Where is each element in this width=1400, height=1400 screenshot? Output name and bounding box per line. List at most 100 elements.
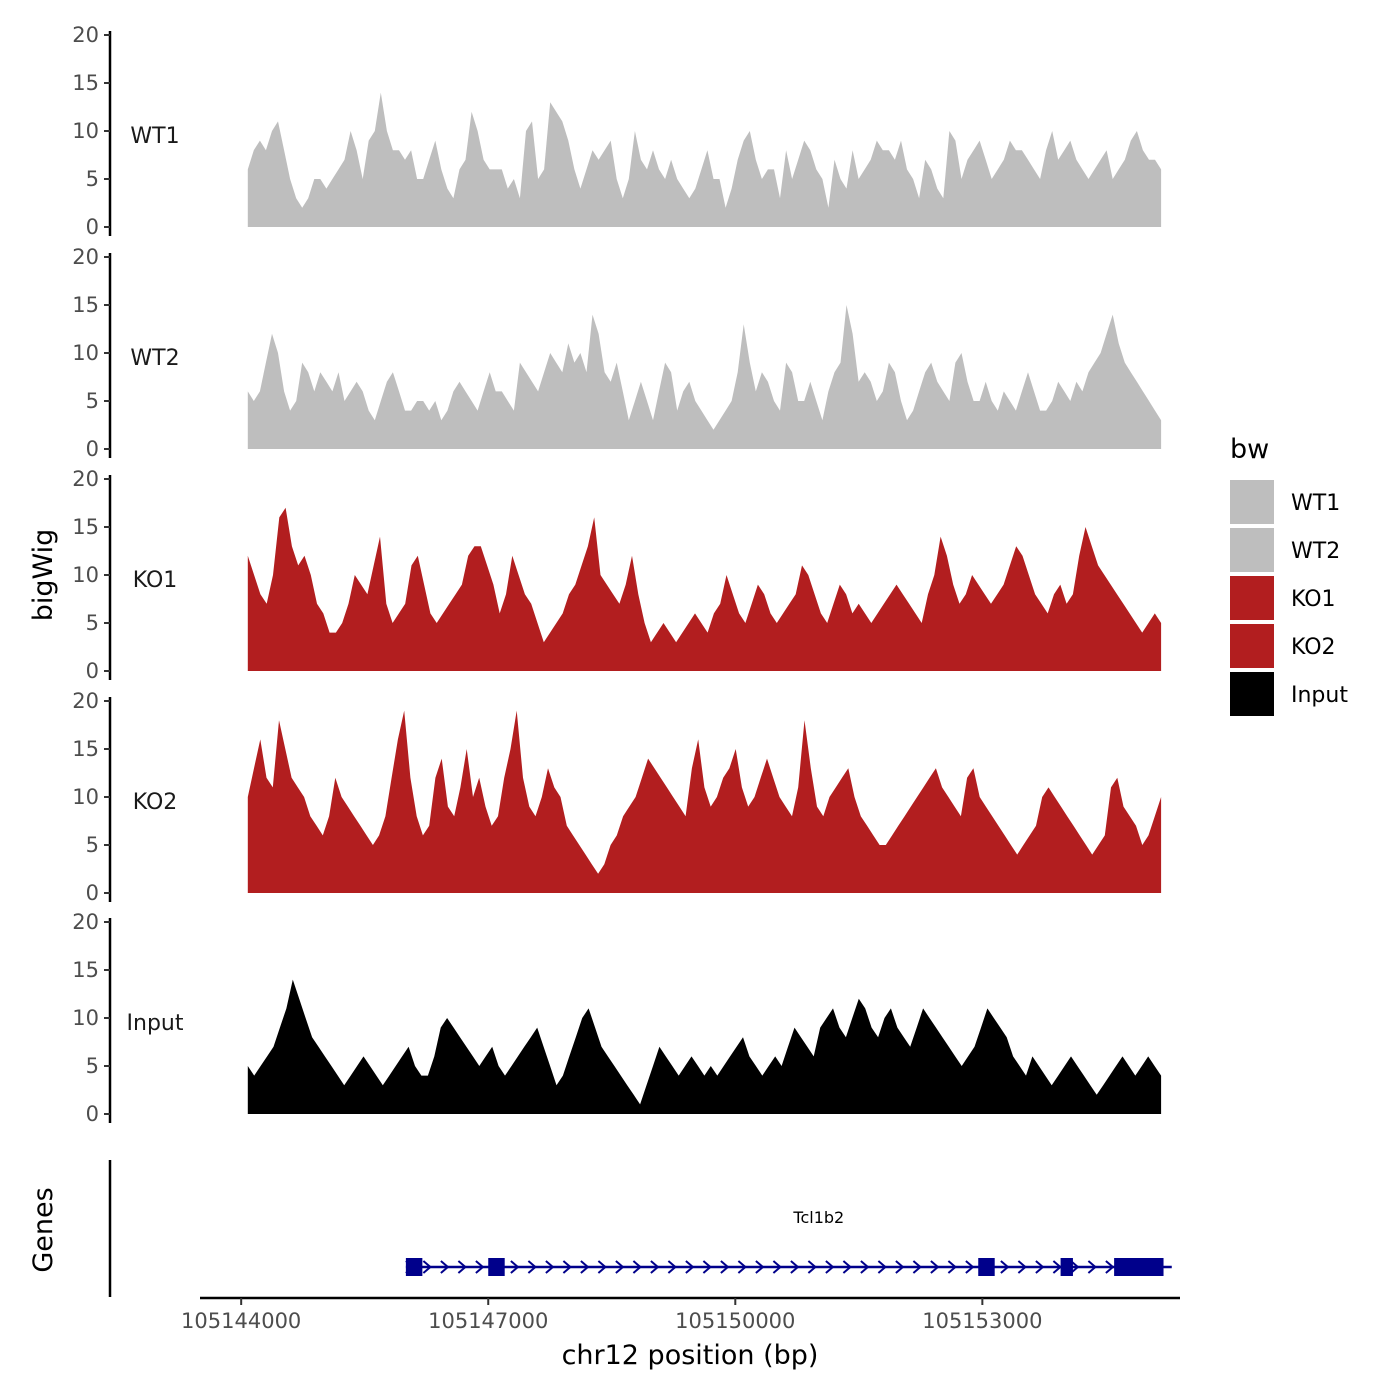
legend-key-wt2 [1230,528,1274,572]
y-tick-label: 0 [86,881,99,905]
strand-arrow [1000,1260,1010,1274]
y-tick-label: 20 [72,245,99,269]
y-tick-label: 20 [72,910,99,934]
legend-key-ko2 [1230,624,1274,668]
strand-arrow [860,1260,870,1274]
strand-arrow [475,1260,485,1274]
y-tick-label: 15 [72,71,99,95]
legend-title: bw [1230,434,1269,465]
y-tick-label: 0 [86,659,99,683]
y-tick-label: 15 [72,958,99,982]
strand-arrow [807,1260,817,1274]
y-tick-label: 15 [72,293,99,317]
strand-arrow [597,1260,607,1274]
strand-arrow [1105,1260,1115,1274]
legend-label: KO2 [1291,635,1336,660]
track-label: KO2 [133,790,178,815]
signal-area-wt1 [247,92,1162,227]
signal-area-wt2 [247,305,1162,449]
legend: bw WT1 WT2 KO1 KO2 Input [1230,434,1348,716]
legend-key-ko1 [1230,576,1274,620]
legend-label: Input [1291,683,1348,708]
y-tick-label: 15 [72,737,99,761]
track-wt1: 0 5 10 15 20 WT1 [72,23,1162,239]
strand-arrow [947,1260,957,1274]
strand-arrow [1035,1260,1045,1274]
strand-arrow [457,1260,467,1274]
signal-area-input [247,979,1162,1114]
strand-arrow [965,1260,975,1274]
y-tick-label: 20 [72,23,99,47]
strand-arrow [755,1260,765,1274]
strand-arrow [842,1260,852,1274]
track-label: Input [127,1011,184,1036]
y-tick-label: 0 [86,437,99,461]
x-axis-title: chr12 position (bp) [562,1340,819,1371]
x-tick-label: 105153000 [922,1309,1042,1333]
y-tick-label: 15 [72,515,99,539]
y-tick-label: 10 [72,119,99,143]
strand-arrow [1052,1260,1062,1274]
y-tick-label: 5 [86,611,99,635]
track-ko2: 0 5 10 15 20 KO2 [72,689,1162,905]
signal-area-ko2 [247,710,1162,893]
legend-label: WT2 [1291,539,1340,564]
exon [488,1258,505,1276]
exon [1114,1258,1164,1276]
signal-tracks: 0 5 10 15 20 WT1 0 5 10 15 20 WT2 0 5 10 15 20 KO1 0 5 10 15 2… [72,23,1162,1126]
strand-arrow [562,1260,572,1274]
track-ko1: 0 5 10 15 20 KO1 [72,467,1162,683]
strand-arrow [930,1260,940,1274]
track-wt2: 0 5 10 15 20 WT2 [72,245,1162,461]
strand-arrow [650,1260,660,1274]
x-tick-label: 105147000 [428,1309,548,1333]
y-tick-label: 5 [86,1054,99,1078]
strand-arrow [790,1260,800,1274]
strand-arrow [1087,1260,1097,1274]
strand-arrow [1017,1260,1027,1274]
legend-key-input [1230,672,1274,716]
track-input: 0 5 10 15 20 Input [72,910,1162,1126]
x-tick-label: 105150000 [675,1309,795,1333]
x-axis: chr12 position (bp) 105144000 105147000 10… [181,1296,1180,1371]
genes-axis-title: Genes [28,1187,59,1272]
strand-arrow [737,1260,747,1274]
y-tick-label: 10 [72,341,99,365]
strand-arrow [685,1260,695,1274]
legend-label: WT1 [1291,491,1340,516]
gene-track: Genes Tcl1b2 [28,1160,1172,1297]
strand-arrow [667,1260,677,1274]
strand-arrow [720,1260,730,1274]
exon [1060,1258,1073,1276]
y-tick-label: 20 [72,689,99,713]
track-label: WT2 [130,346,179,371]
strand-arrow [895,1260,905,1274]
gene-name: Tcl1b2 [792,1208,844,1227]
strand-arrow [615,1260,625,1274]
signal-area-ko1 [247,507,1162,671]
strand-arrow [580,1260,590,1274]
y-tick-label: 10 [72,563,99,587]
strand-arrow [440,1260,450,1274]
x-tick-label: 105144000 [181,1309,301,1333]
y-tick-label: 20 [72,467,99,491]
strand-arrow [510,1260,520,1274]
exon [978,1258,995,1276]
y-tick-label: 5 [86,389,99,413]
strand-arrow [877,1260,887,1274]
strand-arrow [912,1260,922,1274]
y-tick-label: 5 [86,833,99,857]
y-tick-label: 10 [72,1006,99,1030]
y-tick-label: 10 [72,785,99,809]
legend-key-wt1 [1230,480,1274,524]
strand-arrow [422,1260,432,1274]
legend-label: KO1 [1291,587,1336,612]
strand-arrow [702,1260,712,1274]
y-axis-title: bigWig [28,529,59,622]
y-tick-label: 0 [86,215,99,239]
exon [405,1258,423,1276]
y-tick-label: 5 [86,167,99,191]
strand-arrow [632,1260,642,1274]
y-tick-label: 0 [86,1102,99,1126]
strand-arrow [825,1260,835,1274]
